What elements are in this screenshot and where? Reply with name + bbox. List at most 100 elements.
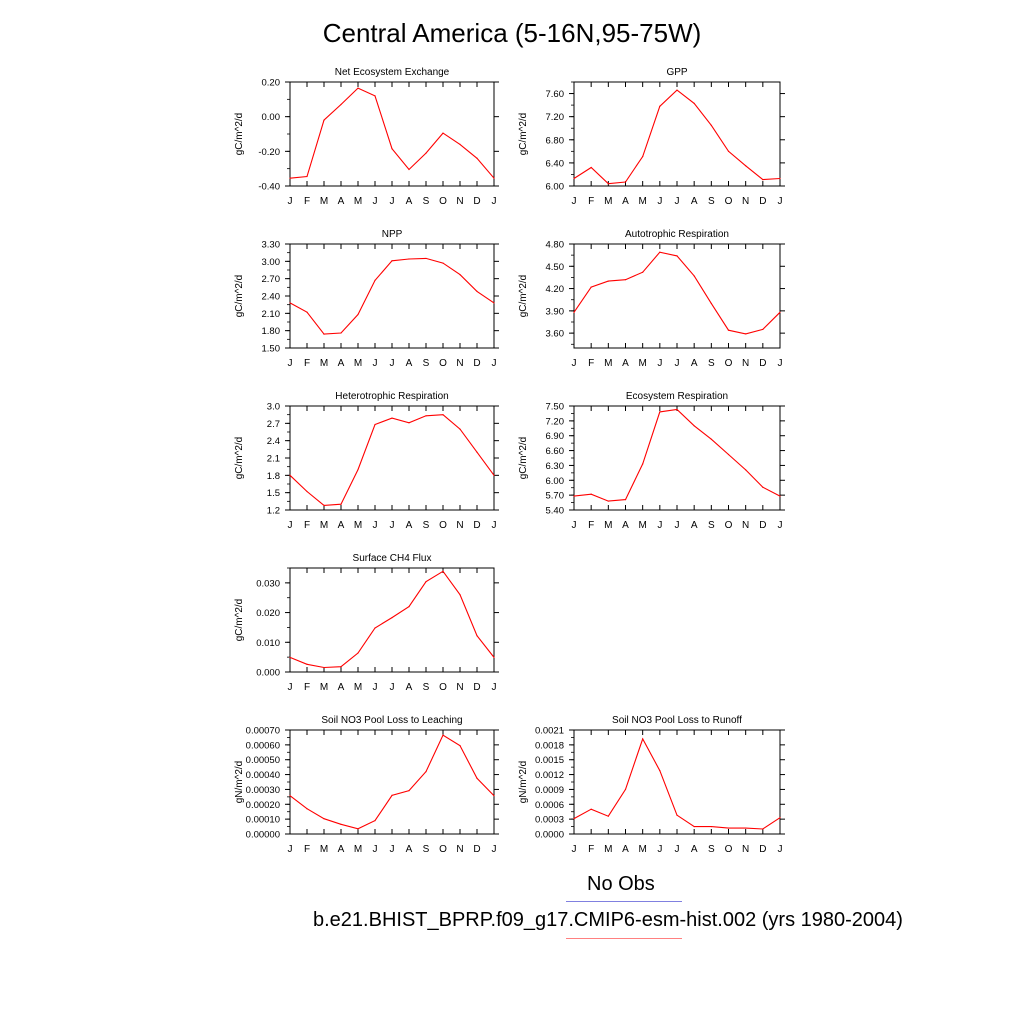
data-point <box>442 132 444 134</box>
data-point <box>306 808 308 810</box>
series-line <box>573 89 781 185</box>
plot-frame <box>289 81 495 187</box>
data-point <box>476 777 478 779</box>
data-point <box>710 302 712 305</box>
y-axis-label: gC/m^2/d <box>518 275 529 318</box>
x-tick-label: J <box>390 520 395 531</box>
x-tick-label: D <box>473 682 480 693</box>
data-point <box>493 474 495 476</box>
y-tick-label: 6.30 <box>546 461 565 472</box>
series-line <box>289 257 495 335</box>
y-tick-label: 2.10 <box>262 309 281 320</box>
y-tick-label: 0.030 <box>256 578 280 589</box>
data-point <box>391 260 393 262</box>
y-axis-label: gC/m^2/d <box>518 113 529 156</box>
data-point <box>459 428 461 430</box>
data-point <box>676 89 678 91</box>
x-tick-label: A <box>406 844 413 855</box>
y-tick-label: 2.4 <box>267 436 280 447</box>
data-point <box>642 738 644 740</box>
data-point <box>642 155 644 158</box>
y-axis-label: gC/m^2/d <box>234 599 245 642</box>
x-tick-label: D <box>759 520 766 531</box>
data-point <box>493 795 495 797</box>
data-point <box>762 328 764 331</box>
data-point <box>590 493 592 495</box>
panel-title: NPP <box>382 229 403 240</box>
y-tick-label: 0.00060 <box>246 740 280 751</box>
y-tick-label: 4.50 <box>546 262 565 273</box>
data-point <box>590 286 592 288</box>
y-tick-label: 0.00050 <box>246 755 280 766</box>
x-tick-label: A <box>406 682 413 693</box>
panel-title: Surface CH4 Flux <box>353 553 432 564</box>
x-tick-label: S <box>423 196 430 207</box>
x-tick-label: A <box>691 844 698 855</box>
data-point <box>727 329 730 331</box>
x-tick-label: A <box>691 196 698 207</box>
data-point <box>659 770 661 772</box>
y-tick-label: 0.00030 <box>246 785 280 796</box>
data-point <box>762 486 764 488</box>
data-point <box>374 820 376 822</box>
data-point <box>573 311 575 313</box>
data-point <box>289 302 291 304</box>
data-point <box>607 500 609 502</box>
data-point <box>357 468 359 471</box>
x-tick-label: A <box>338 844 345 855</box>
panel-title: GPP <box>666 67 687 78</box>
data-point <box>289 656 291 659</box>
data-point <box>693 425 695 427</box>
y-tick-label: 0.00040 <box>246 770 280 781</box>
x-tick-label: F <box>304 844 310 855</box>
data-point <box>323 504 325 506</box>
y-tick-label: 0.00010 <box>246 815 280 826</box>
plot-frame <box>289 243 495 349</box>
x-tick-label: O <box>439 358 447 369</box>
data-point <box>425 257 427 260</box>
data-point <box>624 788 627 791</box>
data-point <box>289 474 291 476</box>
x-tick-label: A <box>622 844 629 855</box>
x-tick-label: D <box>473 358 480 369</box>
x-tick-label: S <box>708 844 715 855</box>
data-point <box>408 422 410 424</box>
data-point <box>676 814 678 816</box>
y-tick-label: -0.40 <box>258 182 280 193</box>
data-point <box>607 183 609 185</box>
series-line <box>573 251 781 335</box>
plot-frame <box>573 729 781 835</box>
data-point <box>340 103 342 106</box>
data-point <box>745 827 747 829</box>
panel-title: Autotrophic Respiration <box>625 229 729 240</box>
data-point <box>442 262 444 264</box>
data-point <box>425 415 427 417</box>
y-tick-label: 5.70 <box>546 491 565 502</box>
x-tick-label: J <box>657 358 662 369</box>
x-tick-label: F <box>304 358 310 369</box>
plot-frame <box>289 729 495 835</box>
x-tick-label: F <box>304 196 310 207</box>
panel-title: Ecosystem Respiration <box>626 391 728 402</box>
data-point <box>374 279 376 281</box>
x-tick-label: M <box>638 520 646 531</box>
x-tick-label: J <box>778 196 783 207</box>
y-tick-label: 6.00 <box>546 182 565 193</box>
data-point <box>607 280 609 282</box>
y-tick-label: -0.20 <box>258 147 280 158</box>
x-tick-label: J <box>288 844 293 855</box>
data-point <box>391 148 393 150</box>
legend-line-obs <box>566 901 682 902</box>
x-tick-label: J <box>288 196 293 207</box>
y-tick-label: 0.0006 <box>535 800 564 811</box>
data-point <box>727 827 730 829</box>
x-tick-label: N <box>456 196 463 207</box>
x-tick-label: F <box>588 196 594 207</box>
x-tick-label: J <box>492 196 497 207</box>
x-tick-label: N <box>456 520 463 531</box>
y-axis-label: gN/m^2/d <box>518 761 529 804</box>
x-tick-label: A <box>338 682 345 693</box>
data-point <box>745 165 747 167</box>
